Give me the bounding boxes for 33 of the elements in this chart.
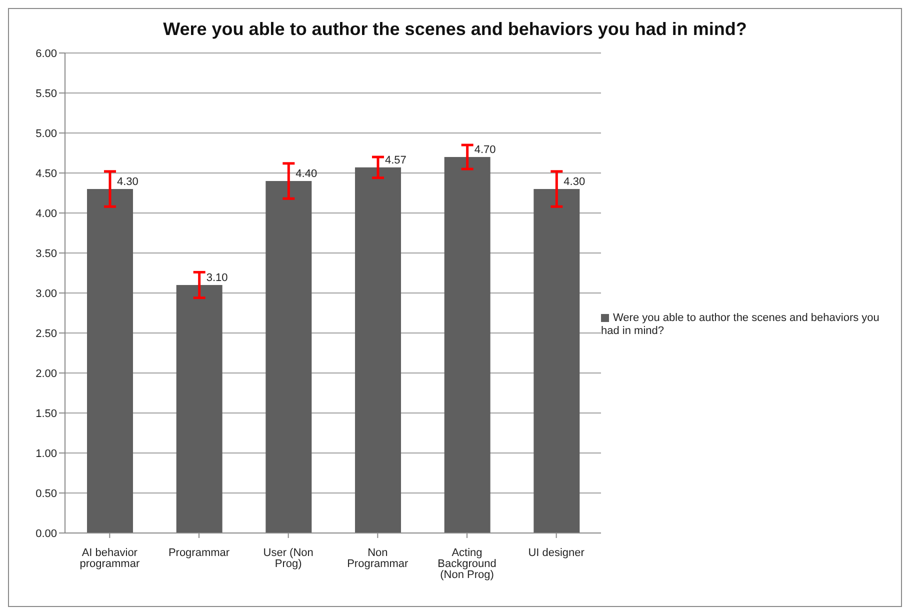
- data-label: 4.30: [117, 176, 138, 188]
- y-tick-label: 3.00: [36, 288, 57, 300]
- bar: [87, 189, 133, 533]
- bar: [444, 157, 490, 533]
- y-tick-label: 2.50: [36, 328, 57, 340]
- bar: [176, 285, 222, 533]
- bar: [534, 189, 580, 533]
- y-tick-label: 5.00: [36, 128, 57, 140]
- x-tick-label: UI designer: [528, 546, 585, 559]
- bar: [266, 181, 312, 533]
- x-tick-label: User (Non Prog): [263, 546, 314, 570]
- y-tick-label: 3.50: [36, 248, 57, 260]
- x-tick-label: Non Programmar: [347, 546, 409, 570]
- data-label: 4.40: [296, 168, 318, 180]
- x-tick-label: Programmar: [168, 546, 230, 559]
- y-tick-label: 0.50: [36, 488, 57, 500]
- data-label: 4.70: [474, 144, 496, 156]
- data-label: 4.30: [564, 176, 586, 188]
- bar: [355, 167, 401, 533]
- data-label: 3.10: [206, 272, 228, 284]
- y-tick-label: 1.50: [36, 408, 57, 420]
- x-tick-label: Acting Background (Non Prog): [438, 546, 496, 581]
- y-tick-label: 5.50: [36, 88, 57, 100]
- y-tick-label: 6.00: [36, 48, 57, 60]
- data-label: 4.57: [385, 154, 406, 166]
- y-tick-label: 0.00: [36, 528, 57, 540]
- x-tick-label: AI behavior programmar: [80, 546, 140, 570]
- y-tick-label: 4.50: [36, 168, 57, 180]
- y-tick-label: 1.00: [36, 448, 57, 460]
- y-tick-label: 2.00: [36, 368, 57, 380]
- legend-label: Were you able to author the scenes and behaviors you had in mind?: [601, 312, 880, 337]
- chart-title: Were you able to author the scenes and behaviors you had in mind?: [162, 18, 748, 41]
- y-tick-label: 4.00: [36, 208, 57, 220]
